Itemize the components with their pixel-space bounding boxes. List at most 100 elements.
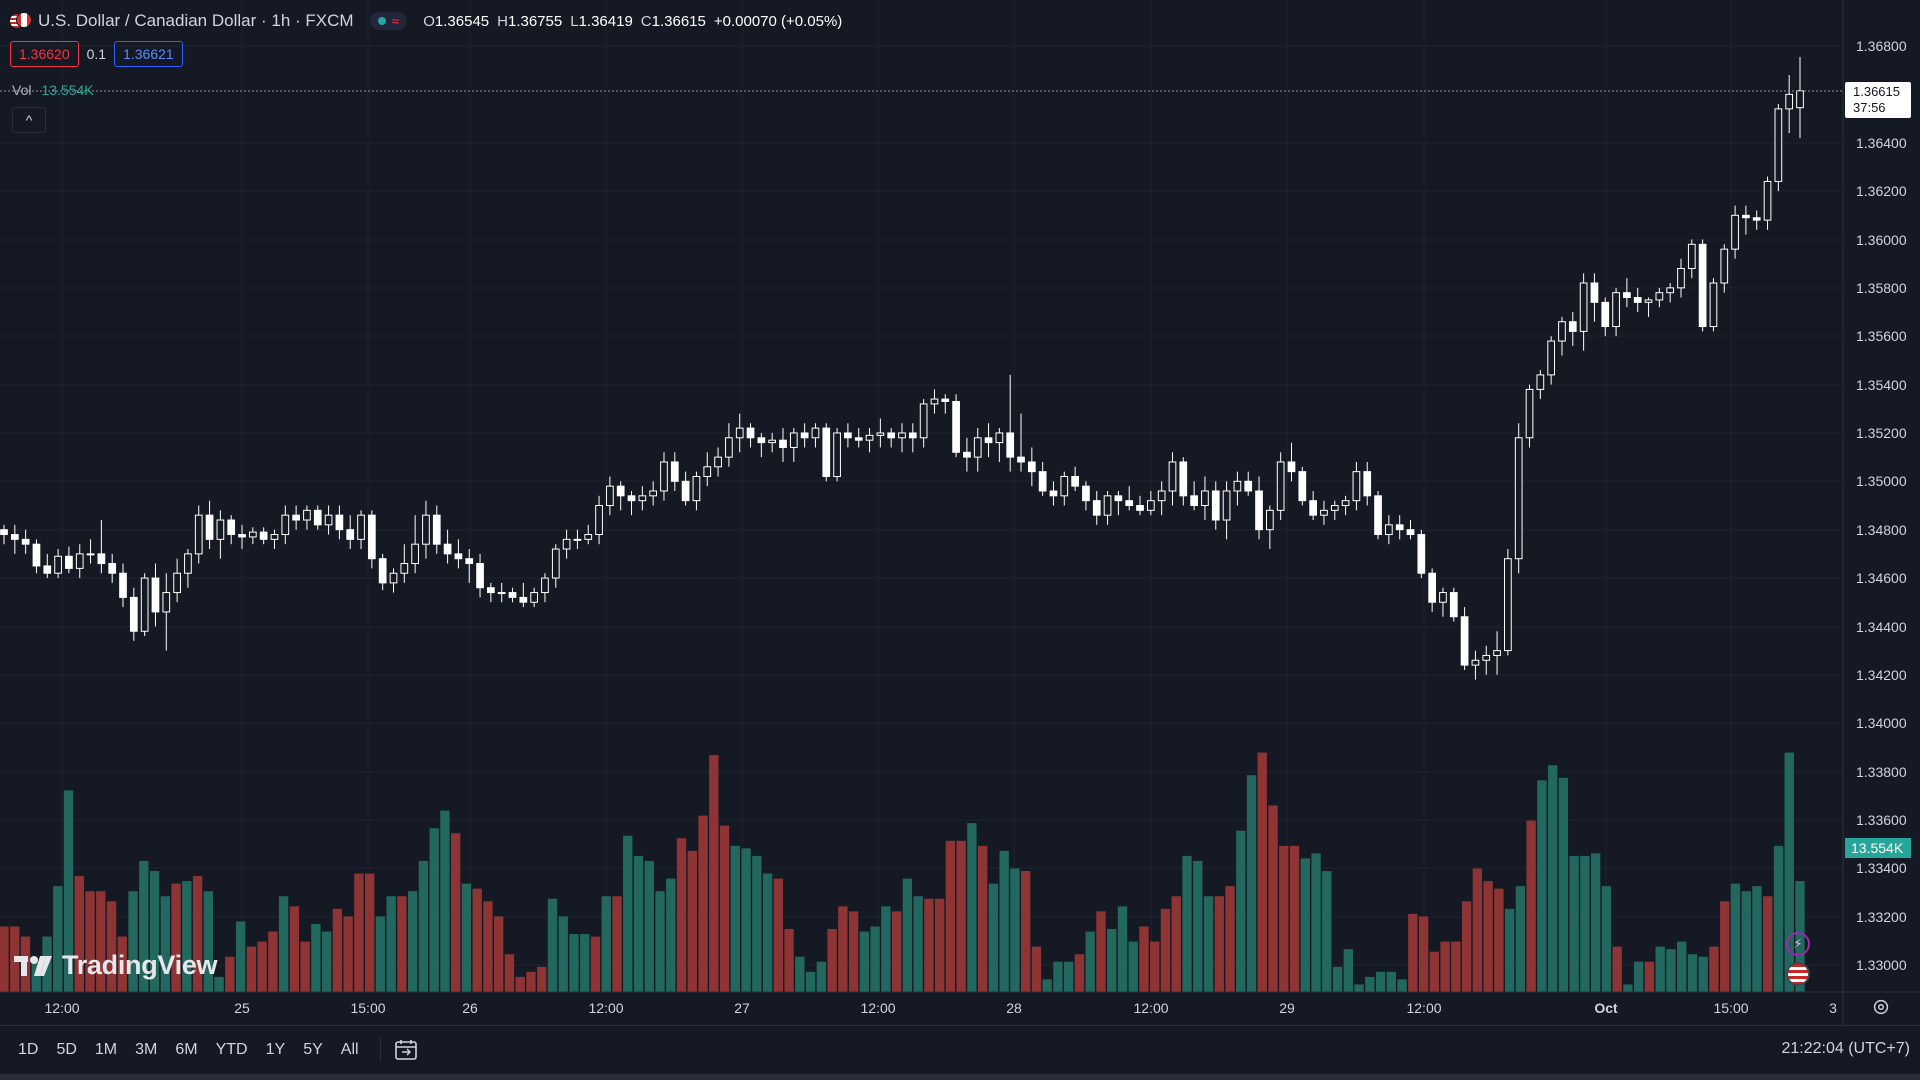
candle-up [1785, 93, 1794, 110]
volume-bar [773, 878, 784, 992]
current-price-value: 1.36615 [1853, 84, 1900, 99]
volume-bar [816, 961, 827, 992]
candle-down [108, 563, 117, 574]
volume-bar [848, 911, 859, 992]
volume-bar [1547, 765, 1558, 992]
candle-up [660, 461, 668, 492]
volume-bar [1666, 949, 1676, 992]
volume-bar [1580, 855, 1590, 992]
volume-bar [999, 850, 1009, 992]
candle-up [595, 505, 603, 536]
range-button-all[interactable]: All [340, 1041, 359, 1058]
time-axis-label: 12:00 [1133, 1000, 1169, 1016]
volume-bar [537, 966, 547, 992]
volume-bar [590, 936, 601, 992]
candle-up [1276, 461, 1285, 511]
volume-bar [526, 971, 536, 992]
volume-bar [311, 923, 321, 992]
volume-bar [397, 896, 407, 992]
market-status-pill[interactable]: ≈ [369, 12, 408, 30]
candle-down [97, 553, 106, 565]
volume-bar [859, 931, 870, 992]
candle-down [822, 427, 831, 477]
collapse-legend-button[interactable]: ^ [12, 107, 46, 133]
lightning-icon[interactable]: ⚡ [1786, 932, 1810, 956]
candle-up [1201, 490, 1209, 506]
candle-down [908, 432, 917, 439]
volume-bar [96, 891, 106, 992]
go-to-date-calendar-icon[interactable] [393, 1037, 419, 1063]
volume-bar [1354, 984, 1364, 992]
candle-up [833, 432, 841, 477]
candle-up [270, 534, 279, 540]
candle-down [1374, 495, 1382, 536]
range-button-ytd[interactable]: YTD [215, 1041, 248, 1058]
time-axis-label: 29 [1279, 1000, 1295, 1016]
candle-down [1136, 505, 1144, 511]
volume-bar [1623, 984, 1633, 992]
candle-up [562, 538, 571, 550]
volume-bar [278, 896, 289, 992]
candle-down [1428, 572, 1436, 603]
price-axis-label: 1.36400 [1856, 135, 1907, 151]
volume-bar [881, 906, 891, 992]
range-button-6m[interactable]: 6M [175, 1041, 198, 1058]
price-axis-label: 1.35600 [1856, 328, 1907, 344]
range-button-1y[interactable]: 1Y [265, 1041, 286, 1058]
volume-bar [1171, 896, 1181, 992]
candle-up [1439, 592, 1447, 603]
trade-panel: 1.36620 0.1 1.36621 [10, 41, 183, 67]
range-button-5y[interactable]: 5Y [303, 1041, 323, 1058]
candle-up [551, 548, 560, 579]
volume-bar [1687, 954, 1698, 992]
candle-up [1677, 267, 1685, 289]
volume-bar [805, 971, 816, 992]
time-axis-label: 3 [1829, 1000, 1837, 1016]
volume-bar [1763, 896, 1773, 992]
volume-bar [1311, 853, 1321, 992]
candle-up [54, 555, 62, 574]
volume-bar [1698, 956, 1708, 992]
volume-bar [343, 916, 353, 992]
symbol-title[interactable]: U.S. Dollar / Canadian Dollar · 1h · FXC… [38, 11, 354, 30]
candle-up [1547, 340, 1556, 376]
sell-button[interactable]: 1.36620 [10, 41, 79, 67]
time-axis-label: 12:00 [588, 1000, 624, 1016]
candle-up [1482, 654, 1491, 661]
tradingview-watermark[interactable]: TradingView [14, 950, 218, 981]
volume-bar [1655, 946, 1665, 992]
candle-down [1071, 475, 1079, 487]
candle-up [714, 456, 722, 468]
tradingview-wordmark: TradingView [62, 950, 218, 980]
volume-bar [106, 901, 117, 992]
volume-bar [1709, 946, 1719, 992]
candle-down [1017, 456, 1025, 463]
volume-bar [461, 883, 472, 992]
candle-up [400, 563, 409, 574]
buy-button[interactable]: 1.36621 [114, 41, 183, 67]
us-flag-event-icon[interactable] [1786, 962, 1810, 986]
volume-legend[interactable]: Vol 13.554K [12, 82, 94, 98]
volume-bar [515, 976, 525, 992]
candle-down [465, 558, 474, 565]
volume-bar [1590, 853, 1601, 992]
candle-up [692, 475, 701, 502]
candle-up [248, 531, 257, 538]
range-button-3m[interactable]: 3M [135, 1041, 158, 1058]
ohlc-values: O1.36545 H1.36755 L1.36419 C1.36615 +0.0… [423, 13, 842, 30]
candle-up [1060, 475, 1069, 497]
range-button-1d[interactable]: 1D [18, 1041, 39, 1058]
candle-down [238, 534, 246, 538]
candle-up [1774, 108, 1783, 182]
timezone-clock[interactable]: 21:22:04 (UTC+7) [1781, 1040, 1910, 1057]
volume-bar [268, 931, 278, 992]
volume-bar [429, 828, 439, 992]
range-button-5d[interactable]: 5D [56, 1041, 77, 1058]
chart-settings-gear-icon[interactable] [1870, 996, 1892, 1018]
market-open-dot-icon [377, 17, 386, 25]
range-button-1m[interactable]: 1M [94, 1041, 118, 1058]
volume-bar [612, 896, 622, 992]
time-axis-label: 26 [462, 1000, 478, 1016]
volume-bar [1773, 845, 1784, 992]
